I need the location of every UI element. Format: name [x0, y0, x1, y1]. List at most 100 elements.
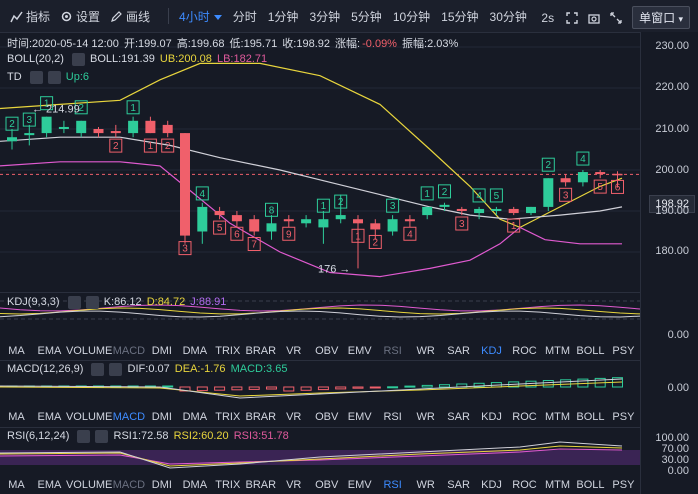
indicator-tab-roc[interactable]: ROC	[512, 345, 537, 357]
indicator-tab-emv[interactable]: EMV	[347, 479, 372, 491]
candle-body	[231, 215, 242, 222]
indicator-tab-rsi[interactable]: RSI	[383, 411, 402, 423]
price-tick: 220.00	[655, 81, 689, 93]
period-tab[interactable]: 1分钟	[267, 9, 299, 24]
indicator-tab-mtm[interactable]: MTM	[544, 411, 570, 423]
kdj-k: K:86.12	[103, 296, 142, 309]
period-tab[interactable]: 30分钟	[489, 9, 527, 24]
indicator-tab-trix[interactable]: TRIX	[215, 345, 241, 357]
price-axis[interactable]: 230.00 220.00 210.00 200.00 198.92 190.0…	[640, 32, 698, 494]
pane-divider[interactable]	[0, 427, 698, 428]
refresh-speed[interactable]: 2s	[541, 10, 555, 25]
indicator-tab-trix[interactable]: TRIX	[215, 479, 241, 491]
period-tab[interactable]: 3分钟	[309, 9, 341, 24]
period-tab[interactable]: 15分钟	[441, 9, 479, 24]
indicator-tab-obv[interactable]: OBV	[315, 345, 339, 357]
macd-close-icon[interactable]	[109, 363, 123, 376]
indicator-tab-obv[interactable]: OBV	[315, 479, 339, 491]
indicator-tab-sar[interactable]: SAR	[447, 345, 470, 357]
indicator-tab-wr[interactable]: WR	[416, 479, 435, 491]
indicator-tab-sar[interactable]: SAR	[447, 479, 470, 491]
indicator-tab-ema[interactable]: EMA	[37, 479, 62, 491]
rsi-settings-icon[interactable]	[77, 430, 91, 443]
indicator-tab-vr[interactable]: VR	[286, 411, 302, 423]
td-count-box	[74, 100, 88, 115]
period-selector[interactable]: 4小时	[179, 8, 222, 25]
indicator-tab-rsi[interactable]: RSI	[383, 345, 402, 357]
window-mode-select[interactable]: 单窗口 ▾	[632, 6, 690, 29]
indicator-tab-psy[interactable]: PSY	[612, 479, 635, 491]
period-tab[interactable]: 5分钟	[351, 9, 382, 24]
indicator-tab-boll[interactable]: BOLL	[576, 345, 605, 357]
indicator-tab-volume[interactable]: VOLUME	[65, 479, 113, 491]
indicator-tab-dmi[interactable]: DMI	[151, 479, 172, 491]
indicator-tab-kdj[interactable]: KDJ	[481, 345, 502, 357]
pane-divider[interactable]	[0, 360, 698, 361]
chart-area[interactable]: 2 3 1 2 2 1 1 2 3 4 5 6 7 8 9 1 2 1 2 3 4 1 2 3 4 5 1 2 3 4 5 6 ← 214.99…	[0, 32, 640, 494]
indicator-tab-ma[interactable]: MA	[8, 479, 25, 491]
price-tick: 210.00	[655, 123, 689, 135]
macd-settings-icon[interactable]	[91, 363, 105, 376]
indicator-tab-psy[interactable]: PSY	[612, 345, 635, 357]
td-count-label: 4	[200, 189, 206, 200]
indicator-tab-volume[interactable]: VOLUME	[65, 345, 113, 357]
period-tab[interactable]: 10分钟	[392, 9, 431, 24]
draw-button[interactable]: 画线	[110, 8, 150, 25]
indicator-tab-kdj[interactable]: KDJ	[481, 479, 502, 491]
indicator-tab-boll[interactable]: BOLL	[576, 479, 605, 491]
indicator-tab-mtm[interactable]: MTM	[544, 479, 570, 491]
pane-divider[interactable]	[0, 292, 698, 293]
indicator-tab-vr[interactable]: VR	[286, 345, 302, 357]
indicator-tab-psy[interactable]: PSY	[612, 411, 635, 423]
indicator-tab-brar[interactable]: BRAR	[245, 411, 277, 423]
indicator-tab-brar[interactable]: BRAR	[245, 479, 277, 491]
kdj-close-icon[interactable]	[85, 296, 99, 309]
indicator-tab-wr[interactable]: WR	[416, 345, 435, 357]
boll-settings-icon[interactable]	[71, 53, 85, 66]
kdj-name: KDJ(9,3,3)	[7, 296, 60, 309]
indicator-tab-dma[interactable]: DMA	[182, 345, 208, 357]
camera-icon[interactable]	[588, 12, 600, 24]
td-settings-icon[interactable]	[29, 71, 43, 84]
kdj-settings-icon[interactable]	[67, 296, 81, 309]
indicator-tab-obv[interactable]: OBV	[315, 411, 339, 423]
expand-icon[interactable]	[610, 11, 622, 24]
indicator-tab-ema[interactable]: EMA	[37, 345, 62, 357]
indicator-tab-macd[interactable]: MACD	[112, 411, 146, 423]
indicator-tab-volume[interactable]: VOLUME	[65, 411, 113, 423]
indicator-tab-ma[interactable]: MA	[8, 345, 25, 357]
indicator-tab-wr[interactable]: WR	[416, 411, 435, 423]
indicator-tab-emv[interactable]: EMV	[347, 345, 372, 357]
indicator-tab-macd[interactable]: MACD	[112, 345, 146, 357]
indicator-tab-roc[interactable]: ROC	[512, 411, 537, 423]
ohlc-time: 时间:2020-05-14 12:00	[7, 38, 119, 50]
indicator-tab-dma[interactable]: DMA	[182, 479, 208, 491]
candle-body	[595, 172, 606, 175]
boll-ub: UB:200.08	[159, 53, 212, 66]
indicator-tab-mtm[interactable]: MTM	[544, 345, 570, 357]
indicator-tab-trix[interactable]: TRIX	[215, 411, 241, 423]
indicator-tab-roc[interactable]: ROC	[512, 479, 537, 491]
rsi-close-icon[interactable]	[95, 430, 109, 443]
fullscreen-icon[interactable]	[566, 11, 578, 24]
indicator-tab-rsi[interactable]: RSI	[383, 479, 402, 491]
td-close-icon[interactable]	[47, 71, 61, 84]
indicator-tab-ma[interactable]: MA	[8, 411, 25, 423]
indicators-button[interactable]: 指标	[10, 8, 50, 25]
period-tab[interactable]: 分时	[232, 9, 257, 24]
indicator-tab-dmi[interactable]: DMI	[151, 411, 172, 423]
indicator-tab-dma[interactable]: DMA	[182, 411, 208, 423]
macd-axis-tick: 0.00	[667, 382, 689, 394]
indicator-tab-sar[interactable]: SAR	[447, 411, 470, 423]
indicator-tab-kdj[interactable]: KDJ	[481, 411, 502, 423]
indicator-tab-dmi[interactable]: DMI	[151, 345, 172, 357]
indicator-tab-macd[interactable]: MACD	[112, 479, 146, 491]
indicator-tab-ema[interactable]: EMA	[37, 411, 62, 423]
indicator-tab-vr[interactable]: VR	[286, 479, 302, 491]
kdj-j: J:88.91	[190, 296, 227, 309]
settings-button[interactable]: 设置	[60, 8, 100, 25]
indicator-tab-emv[interactable]: EMV	[347, 411, 372, 423]
indicator-tab-brar[interactable]: BRAR	[245, 345, 277, 357]
indicator-tab-boll[interactable]: BOLL	[576, 411, 605, 423]
